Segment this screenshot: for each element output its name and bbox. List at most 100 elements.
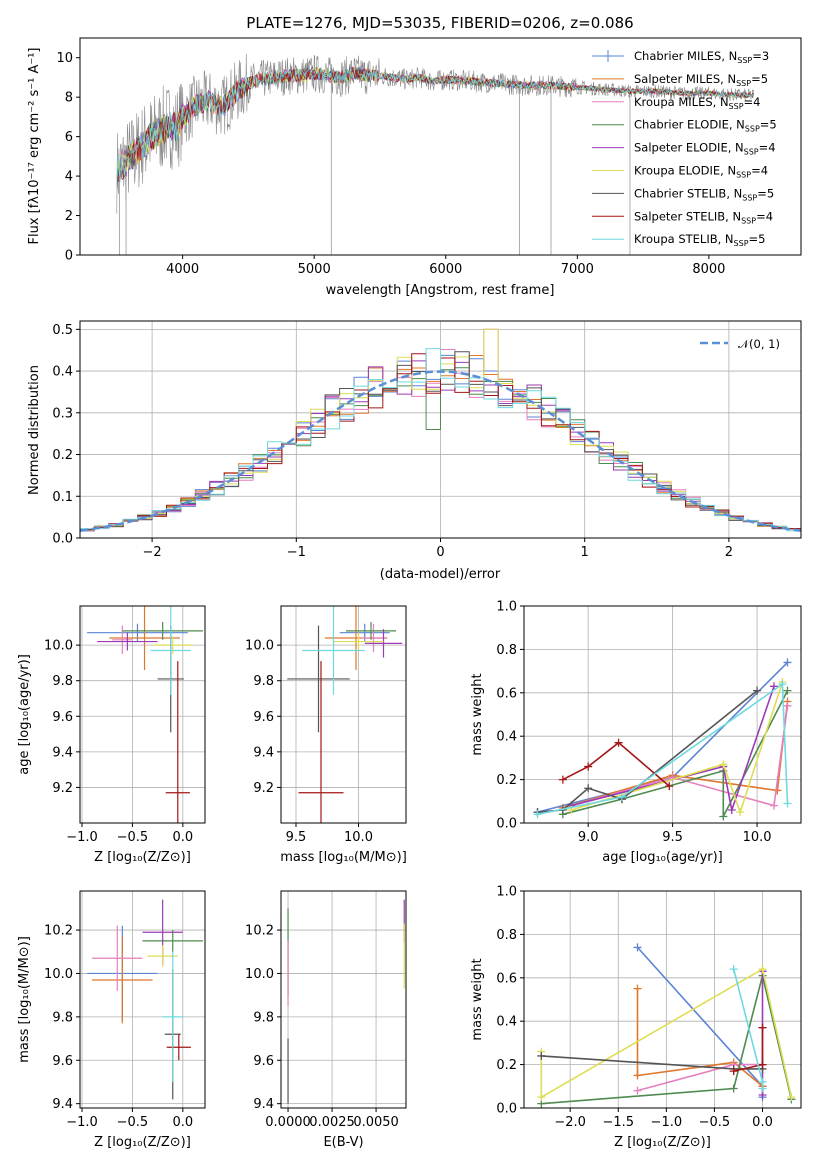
series-marker-kroupa_elodie	[787, 1093, 796, 1102]
residual-histogram-ytick-label: 0.3	[52, 406, 73, 421]
legend-label-main: Salpeter MILES, N	[634, 72, 736, 86]
mass-weight-vs-metallicity-xtick-label: −1.5	[602, 1115, 634, 1130]
series-marker-kroupa_stelib	[617, 792, 626, 801]
series-marker-kroupa_stelib	[758, 1084, 767, 1093]
mass-weight-vs-age-ytick-label: 0.8	[496, 643, 517, 658]
age-vs-metallicity-points	[87, 606, 203, 823]
series-marker-chabrier_elodie	[783, 686, 792, 695]
age-vs-mass-ticks: 9.5 10.0 9.2 9.4 9.6 9.8 10.0	[245, 639, 373, 845]
legend-label-sub: SSP	[729, 102, 744, 111]
age-vs-mass-panel: 9.5 10.0 9.2 9.4 9.6 9.8 10.0 mass [log₁₀(M/M⊙)…	[245, 605, 407, 865]
mass-vs-metallicity-grid	[80, 891, 205, 1108]
legend-label-main: Kroupa ELODIE, N	[634, 164, 736, 178]
mass-weight-vs-metallicity-xtick-label: −0.5	[699, 1115, 731, 1130]
mass-weight-vs-age-panel: 9.0 9.5 10.0 0.0 0.2 0.4 0.6 0.8 1.0 age [log₁₀(a…	[470, 600, 802, 865]
legend-label-sub: SSP	[742, 193, 757, 202]
legend-label-suffix: =5	[757, 186, 774, 200]
mass-weight-vs-age-series	[533, 658, 792, 821]
spectrum-lines	[116, 53, 754, 255]
legend-label-chabrier_miles: Chabrier MILES, NSSP=3	[634, 49, 769, 65]
mass-weight-vs-age-ytick-label: 0.0	[496, 817, 517, 832]
age-vs-metallicity-xlabel: Z [log₁₀(Z/Z⊙)]	[94, 850, 191, 865]
mass-weight-vs-age-xtick-label: 10.0	[743, 830, 772, 845]
mass-weight-vs-age-axes-frame	[523, 605, 802, 824]
series-marker-kroupa_miles	[783, 701, 792, 710]
series-marker-kroupa_stelib	[783, 799, 792, 808]
series-marker-salpeter_elodie	[769, 682, 778, 691]
age-vs-metallicity-ytick-label: 10.0	[44, 639, 73, 654]
legend-label-main: Chabrier MILES, N	[634, 49, 737, 63]
mass-weight-vs-age-ticks: 9.0 9.5 10.0 0.0 0.2 0.4 0.6 0.8 1.0	[496, 600, 771, 846]
spectrum-ylabel: Flux [fλ10⁻¹⁷ erg cm⁻² s⁻¹ A⁻¹]	[27, 48, 42, 245]
spectrum-ytick-label: 10	[56, 51, 73, 66]
age-vs-mass-ytick-label: 9.6	[253, 710, 274, 725]
legend-label-sub: SSP	[737, 56, 752, 65]
series-marker-salpeter_miles	[633, 1071, 642, 1080]
spectrum-ytick-label: 6	[65, 130, 73, 145]
histogram-ylabel: Normed distribution	[27, 365, 42, 495]
series-line-chabrier_miles	[537, 661, 789, 813]
legend-label-suffix: =5	[749, 232, 766, 246]
mass-vs-metallicity-ticks: −1.0 −0.5 0.0 9.4 9.6 9.8 10.0 10.2	[44, 924, 193, 1130]
age-vs-metallicity-panel: −1.0 −0.5 0.0 9.2 9.4 9.6 9.8 10.0 Z [log₁₀(Z/Z⊙…	[17, 605, 206, 865]
age-vs-mass-ytick-label: 9.2	[253, 781, 274, 796]
mass-vs-ebv-ytick-label: 10.0	[245, 967, 274, 982]
histogram-xlabel: (data-model)/error	[380, 567, 501, 582]
series-marker-chabrier_stelib	[753, 686, 762, 695]
mass-vs-ebv-grid	[281, 891, 406, 1108]
mass-weight-vs-age-ytick-label: 1.0	[496, 600, 517, 615]
mass-weight-vs-age-xtick-label: 9.5	[662, 830, 683, 845]
histogram-steps	[80, 328, 801, 533]
age-vs-mass-xlabel: mass [log₁₀(M/M⊙)]	[280, 850, 407, 865]
age-vs-metallicity-xtick-label: −1.0	[66, 830, 98, 845]
series-marker-kroupa_stelib	[729, 965, 738, 974]
series-line-kroupa_elodie	[571, 681, 784, 815]
age-vs-mass-points	[287, 606, 403, 823]
mass-vs-ebv-points	[287, 899, 405, 1104]
mass-vs-ebv-xtick-label: 0.0000	[265, 1115, 311, 1130]
age-vs-metallicity-xtick-label: −0.5	[117, 830, 149, 845]
series-marker-chabrier_elodie	[729, 1084, 738, 1093]
mass-vs-ebv-ytick-label: 9.6	[253, 1054, 274, 1069]
legend-label-kroupa_elodie: Kroupa ELODIE, NSSP=4	[634, 164, 768, 180]
mass-weight-vs-metallicity-xtick-label: −2.0	[554, 1115, 586, 1130]
mass-vs-ebv-xtick-label: 0.0050	[353, 1115, 399, 1130]
residual-histogram-ytick-label: 0.5	[52, 323, 73, 338]
spectrum-ticks: 4000 5000 6000 7000 8000 0 2 4 6 8 10	[56, 51, 725, 277]
age-vs-metallicity-ytick-label: 9.4	[52, 745, 73, 760]
age-vs-metallicity-ylabel: age [log₁₀(age/yr)]	[17, 654, 32, 775]
mass-weight-vs-metallicity-xlabel: Z [log₁₀(Z/Z⊙)]	[614, 1135, 711, 1150]
series-line-salpeter_elodie	[571, 686, 775, 814]
legend-label-kroupa_miles: Kroupa MILES, NSSP=4	[634, 95, 760, 111]
legend-label-sub: SSP	[736, 171, 751, 180]
legend-label-chabrier_elodie: Chabrier ELODIE, NSSP=5	[634, 118, 777, 134]
mass-weight-vs-metallicity-axes-frame	[523, 890, 802, 1109]
spectrum-xtick-label: 6000	[429, 262, 462, 277]
mass-weight-vs-age-ytick-label: 0.4	[496, 730, 517, 745]
series-marker-chabrier_elodie	[719, 812, 728, 821]
mass-vs-ebv-ytick-label: 9.4	[253, 1097, 274, 1112]
spectrum-xtick-label: 5000	[298, 262, 331, 277]
spectrum-title: PLATE=1276, MJD=53035, FIBERID=0206, z=0…	[246, 14, 633, 32]
series-marker-salpeter_stelib	[758, 1023, 767, 1032]
mass-vs-metallicity-panel: −1.0 −0.5 0.0 9.4 9.6 9.8 10.0 10.2 Z [log₁₀(Z/Z…	[17, 890, 206, 1150]
mass-weight-vs-metallicity-ytick-label: 1.0	[496, 885, 517, 900]
legend-label-sub: SSP	[744, 148, 759, 157]
age-vs-metallicity-ytick-label: 9.8	[52, 674, 73, 689]
legend-label-suffix: =5	[760, 118, 777, 132]
series-line-chabrier_stelib	[537, 689, 758, 813]
histogram-panel: −2 −1 0 1 2 0.0 0.1 0.2 0.3 0.4 0.5 (data-model)/e…	[27, 320, 802, 582]
legend-label-main: Salpeter STELIB, N	[634, 209, 741, 223]
age-vs-mass-axes-frame	[280, 605, 407, 824]
series-line-salpeter_miles	[562, 701, 789, 809]
age-vs-metallicity-ytick-label: 9.6	[52, 710, 73, 725]
spectrum-axes-frame	[79, 37, 802, 256]
series-marker-salpeter_miles	[773, 786, 782, 795]
series-marker-kroupa_elodie	[758, 965, 767, 974]
mass-weight-vs-metallicity-ylabel: mass weight	[470, 958, 485, 1040]
legend-label-main: Kroupa MILES, N	[634, 95, 729, 109]
legend-label-main: Salpeter ELODIE, N	[634, 141, 744, 155]
legend-label-salpeter_miles: Salpeter MILES, NSSP=5	[634, 72, 768, 88]
series-marker-salpeter_stelib	[665, 782, 674, 791]
